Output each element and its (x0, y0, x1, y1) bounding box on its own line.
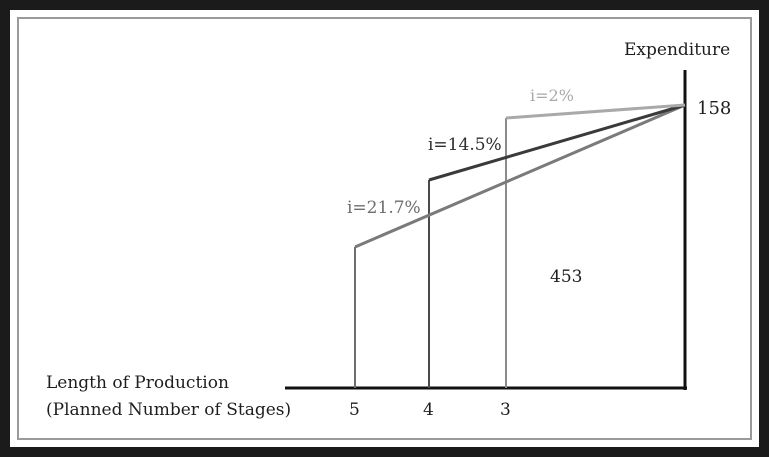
line-i-2 (505, 103, 686, 120)
tick-label-5: 5 (349, 400, 360, 420)
line-i-21-7 (354, 103, 686, 249)
figure-frame (10, 10, 759, 447)
area-value-label: 453 (550, 267, 582, 287)
line-label-i-21-7: i=21.7% (347, 198, 421, 218)
x-axis-label-line2: (Planned Number of Stages) (46, 400, 291, 420)
x-axis-label-line1: Length of Production (46, 373, 229, 393)
y-axis-label: Expenditure (624, 40, 730, 60)
line-label-i-2: i=2% (530, 86, 574, 105)
tick-label-4: 4 (423, 400, 434, 420)
line-label-i-14-5: i=14.5% (428, 135, 502, 155)
line-i-14-5 (428, 103, 686, 182)
top-value-label: 158 (697, 98, 731, 119)
tick-label-3: 3 (500, 400, 511, 420)
